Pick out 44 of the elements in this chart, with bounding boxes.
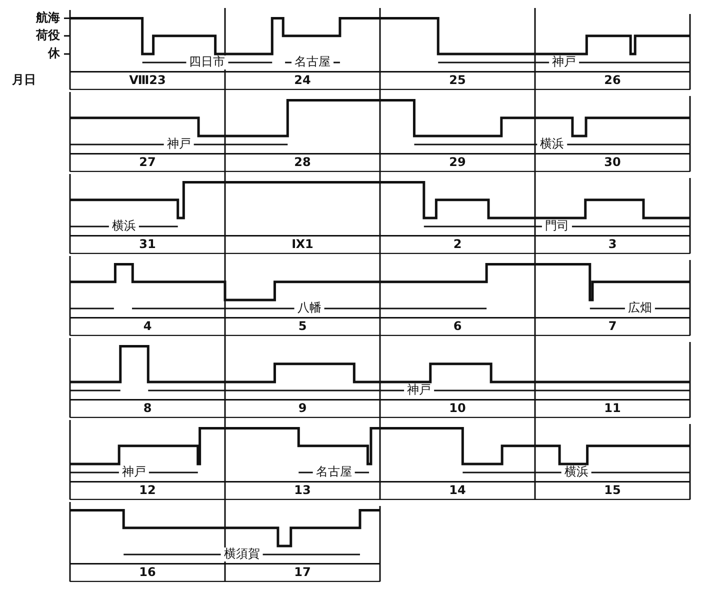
x-tick-label: 3 [608,236,617,251]
series-label: 横浜 [564,464,588,479]
x-tick-label: 8 [143,400,152,415]
x-tick-label: 28 [294,154,311,169]
series-label: 門司 [544,218,569,233]
x-tick-label: 6 [453,318,462,333]
x-tick-label: 4 [143,318,152,333]
x-tick-label: 2 [453,236,462,251]
x-tick-label: 30 [604,154,621,169]
series-label: 名古屋 [316,464,352,479]
x-tick-label: 24 [294,72,311,87]
x-tick-label: 11 [604,400,621,415]
x-tick-label: 31 [139,236,156,251]
series-label: 四日市 [189,54,226,69]
x-tick-label: 9 [298,400,307,415]
x-tick-label: 5 [298,318,307,333]
series-label: 横須賀 [224,546,260,561]
series-label: 八幡 [297,300,322,315]
x-tick-label: 26 [604,72,621,87]
series-label: 名古屋 [294,54,331,69]
x-tick-label: 17 [294,564,311,579]
x-tick-label: 27 [139,154,156,169]
series-label: 神戸 [552,54,576,69]
x-tick-label: 7 [608,318,617,333]
series-label: 横浜 [112,218,136,233]
series-label: 広畑 [628,300,652,315]
x-tick-label: 13 [294,482,311,497]
x-axis-title: 月日 [11,72,36,87]
x-tick-label: 14 [449,482,466,497]
text: 航海 [35,10,60,24]
text: 荷役 [35,28,61,42]
series-label: 横浜 [540,136,564,151]
x-tick-label: 25 [449,72,466,87]
series-label: 神戸 [166,136,191,151]
x-tick-label: 10 [449,400,466,415]
x-tick-label: Ⅸ1 [292,236,314,251]
x-tick-label: 29 [449,154,466,169]
series-label: 神戸 [122,464,146,479]
x-tick-label: Ⅷ23 [129,72,166,87]
series-label: 神戸 [407,382,432,397]
x-tick-label: 12 [139,482,156,497]
text: 休 [47,46,61,60]
x-tick-label: 15 [604,482,621,497]
x-tick-label: 16 [139,564,156,579]
